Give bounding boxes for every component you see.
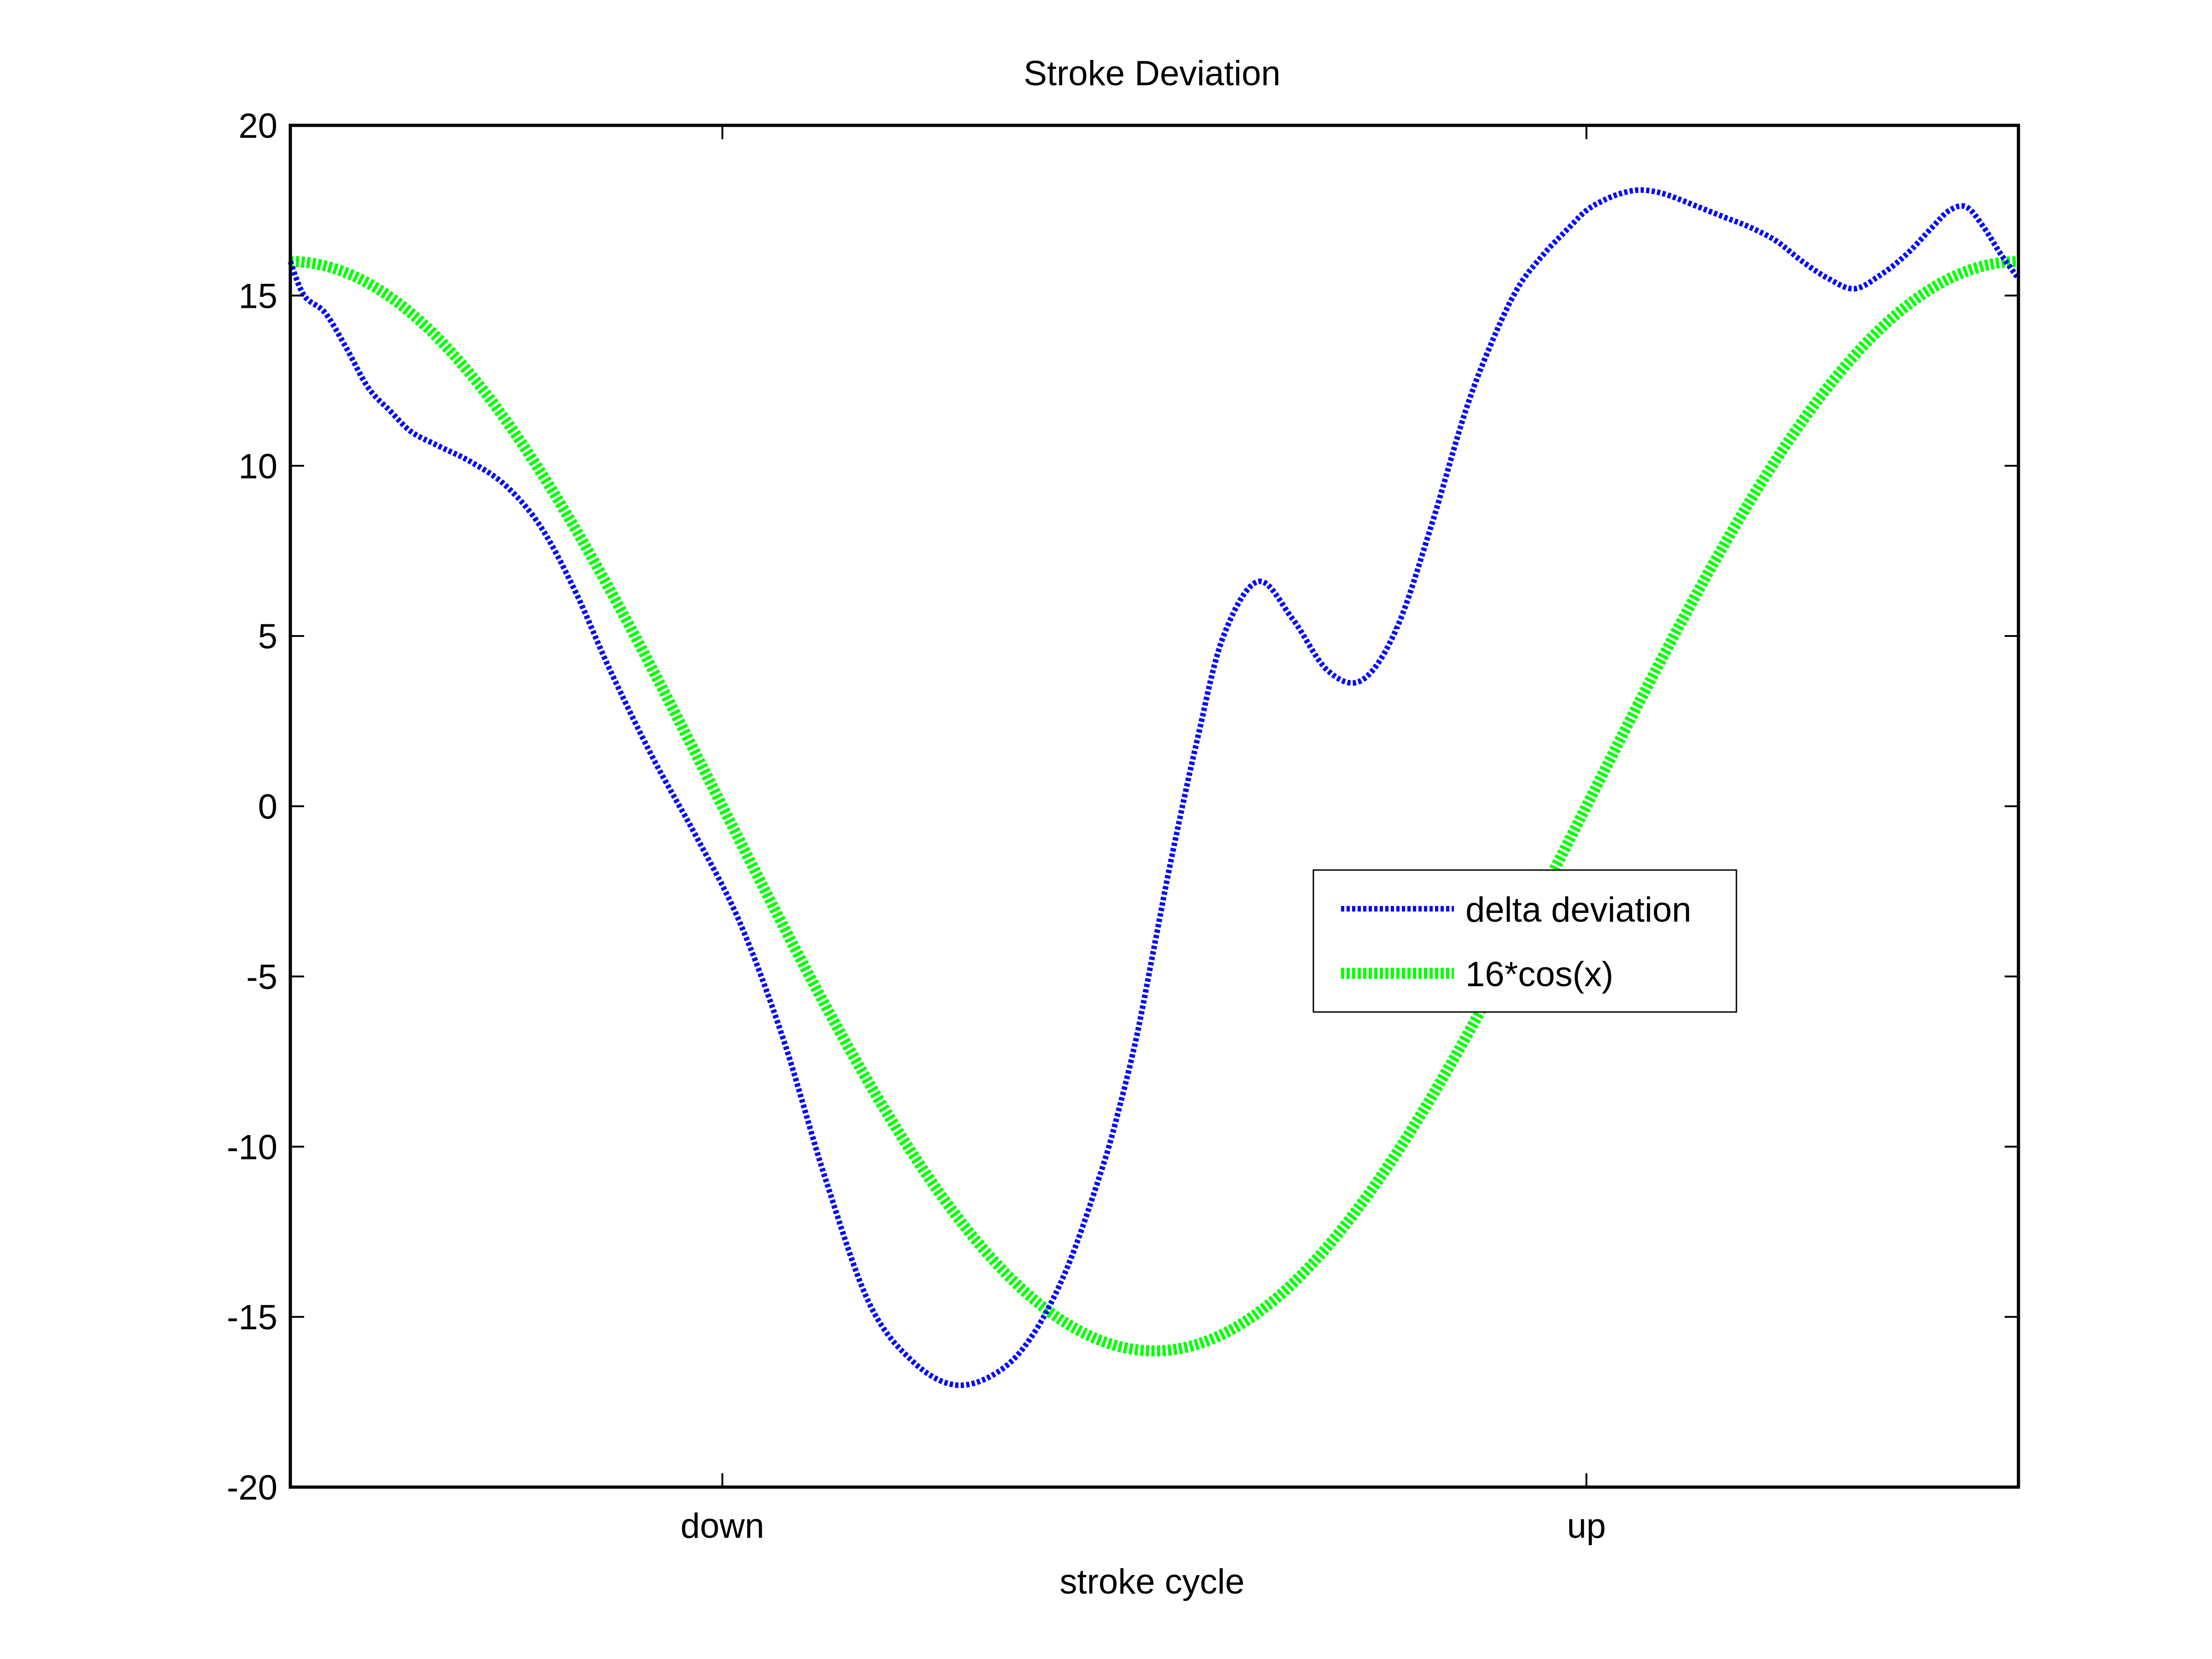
y-tick-label: 20 bbox=[238, 106, 277, 146]
legend-label-delta-deviation: delta deviation bbox=[1465, 890, 1691, 930]
x-axis: down up bbox=[681, 125, 1606, 1546]
y-tick-label: 15 bbox=[238, 276, 277, 316]
series-delta-deviation-line bbox=[288, 187, 2021, 1388]
y-tick-label: -20 bbox=[227, 1468, 277, 1507]
legend: delta deviation 16*cos(x) bbox=[1312, 869, 1737, 1013]
y-tick-label: -10 bbox=[227, 1128, 277, 1167]
chart-title: Stroke Deviation bbox=[1024, 54, 1281, 93]
y-tick-label: -5 bbox=[246, 958, 277, 997]
y-tick-label: 0 bbox=[258, 788, 277, 827]
legend-box bbox=[1312, 869, 1737, 1013]
x-tick-label: up bbox=[1567, 1506, 1606, 1546]
y-tick-label: 10 bbox=[238, 447, 277, 486]
series-layer bbox=[288, 187, 2021, 1388]
y-axis: -20 -15 -10 -5 0 5 10 15 20 bbox=[227, 106, 2018, 1507]
y-tick-label: -15 bbox=[227, 1298, 277, 1337]
x-tick-label: down bbox=[681, 1506, 765, 1546]
y-tick-label: 5 bbox=[258, 617, 277, 656]
x-axis-label: stroke cycle bbox=[1059, 1562, 1244, 1601]
series-cosine-line bbox=[290, 256, 2019, 1357]
legend-label-cosine: 16*cos(x) bbox=[1465, 955, 1613, 994]
